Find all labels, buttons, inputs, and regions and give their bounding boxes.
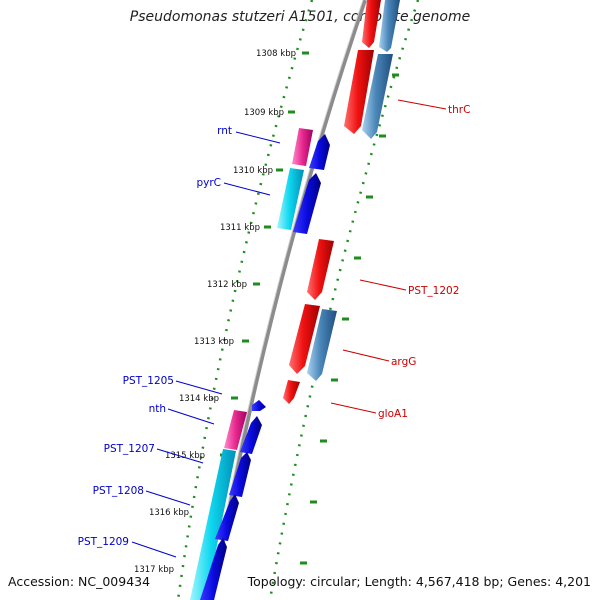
genes-left-strand xyxy=(190,128,330,600)
gene-argG-red xyxy=(289,304,320,374)
gene-pyrC-cyan xyxy=(277,168,304,230)
gene-label-PST_1205: PST_1205 xyxy=(123,375,174,387)
left-label-leaders xyxy=(131,131,281,558)
tick-label: 1312 kbp xyxy=(207,280,247,290)
gene-label-thrC: thrC xyxy=(448,104,470,116)
gene-label-PST_1202: PST_1202 xyxy=(408,285,459,297)
gene-rnt-pink xyxy=(292,128,313,166)
gene-label-pyrC: pyrC xyxy=(196,177,221,189)
gene-nth-blue xyxy=(240,416,262,454)
gene-argG-steel xyxy=(307,309,337,381)
genes-right-strand xyxy=(283,0,400,404)
gene-label-PST_1208: PST_1208 xyxy=(93,485,144,497)
gene-thrC-red xyxy=(344,50,374,134)
tick-label: 1314 kbp xyxy=(179,394,219,404)
gene-label-PST_1209: PST_1209 xyxy=(78,536,129,548)
gene-nth-pink xyxy=(224,410,247,450)
gene-PST_1208-blue xyxy=(215,494,239,541)
right-label-leaders xyxy=(330,99,447,414)
gene-label-argG: argG xyxy=(391,356,416,368)
gene-label-PST_1207: PST_1207 xyxy=(104,443,155,455)
gene-label-gloA1: gloA1 xyxy=(378,408,408,420)
tick-label: 1309 kbp xyxy=(244,108,284,118)
gene-label-nth: nth xyxy=(149,403,166,415)
tick-label: 1315 kbp xyxy=(165,451,205,461)
gene-rnt-blue xyxy=(309,134,330,170)
gene-PST_1202 xyxy=(307,239,334,300)
accession-text: Accession: NC_009434 xyxy=(8,574,151,589)
gene-gloA1 xyxy=(283,380,300,404)
gene-pyrC-blue xyxy=(293,173,321,234)
tick-label: 1317 kbp xyxy=(134,565,174,575)
gene-PST_1205 xyxy=(252,400,266,411)
tick-label: 1311 kbp xyxy=(220,223,260,233)
gene-label-rnt: rnt xyxy=(217,125,232,137)
tick-label: 1308 kbp xyxy=(256,49,296,59)
gene-steel xyxy=(379,0,400,52)
tick-label: 1313 kbp xyxy=(194,337,234,347)
tick-track-left xyxy=(176,0,314,600)
gene-PST_1209-blue xyxy=(200,538,227,600)
gene-thrC-steel xyxy=(362,54,393,139)
tick-label: 1316 kbp xyxy=(149,508,189,518)
gene-cyan-long xyxy=(190,449,236,600)
topology-text: Topology: circular; Length: 4,567,418 bp… xyxy=(247,574,591,589)
gene-red xyxy=(362,0,381,48)
tick-label: 1310 kbp xyxy=(233,166,273,176)
tick-track-right xyxy=(268,0,420,600)
gene-PST_1207-blue xyxy=(229,452,251,497)
